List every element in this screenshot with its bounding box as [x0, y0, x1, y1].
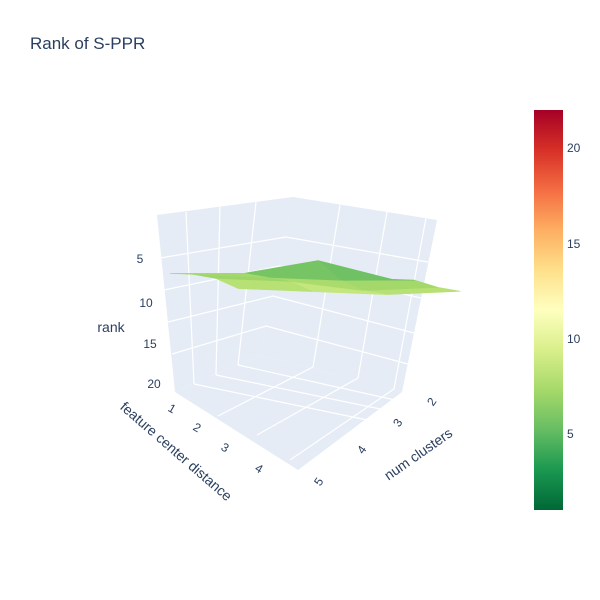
floor-pane: [175, 355, 402, 470]
x-tick-label: 3: [390, 416, 405, 430]
y-tick-label: 3: [219, 440, 232, 456]
z-tick-label: 15: [143, 337, 157, 351]
colorbar-tick-label: 15: [567, 237, 581, 251]
x-tick-label: 5: [311, 475, 326, 489]
z-tick-label: 10: [139, 296, 153, 310]
z-tick-label: 20: [147, 377, 161, 391]
x-tick-label: 4: [354, 443, 369, 457]
colorbar: 5 10 15 20: [534, 110, 581, 510]
back-wall-right: [260, 197, 437, 392]
z-axis: 5 10 15 20 rank: [97, 252, 161, 391]
back-wall-left: [157, 197, 293, 392]
x-axis-title: num clusters: [381, 425, 455, 484]
colorbar-tick-label: 20: [567, 141, 581, 155]
surface-mesh[interactable]: [169, 260, 461, 295]
chart-title: Rank of S-PPR: [30, 34, 146, 53]
colorbar-tick-label: 10: [567, 332, 581, 346]
z-tick-label: 5: [137, 252, 144, 266]
x-tick-label: 2: [424, 395, 439, 409]
colorbar-gradient: [534, 110, 563, 510]
y-tick-label: 2: [191, 420, 204, 436]
y-tick-label: 1: [166, 401, 179, 417]
surface-patch[interactable]: [169, 272, 267, 278]
z-axis-title: rank: [97, 319, 125, 335]
colorbar-tick-label: 5: [567, 427, 574, 441]
scene-panes: [157, 197, 437, 470]
y-tick-label: 4: [253, 461, 266, 477]
